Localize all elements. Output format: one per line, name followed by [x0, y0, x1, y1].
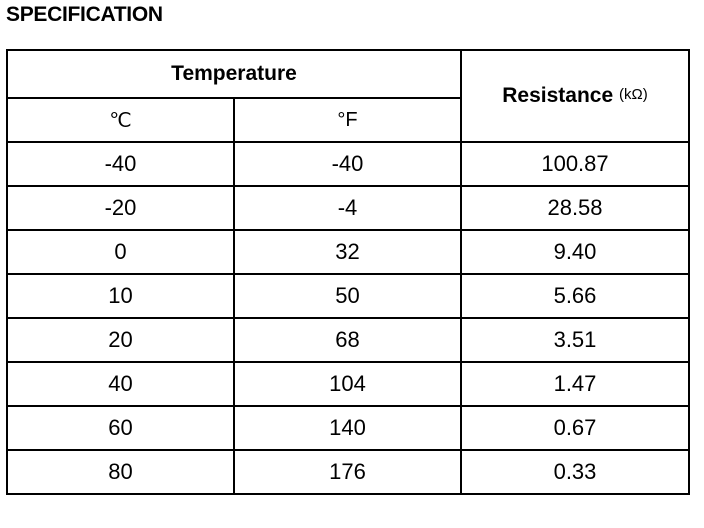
resistance-cell: 0.33 [460, 449, 690, 495]
resistance-cell: 9.40 [460, 229, 690, 275]
celsius-cell: -20 [6, 185, 235, 231]
celsius-header: ℃ [6, 97, 235, 143]
fahrenheit-cell: 176 [233, 449, 462, 495]
table-row: -20 -4 28.58 [6, 185, 690, 231]
fahrenheit-cell: 50 [233, 273, 462, 319]
table-row: 0 32 9.40 [6, 229, 690, 275]
fahrenheit-cell: 140 [233, 405, 462, 451]
resistance-label: Resistance [502, 84, 614, 107]
fahrenheit-cell: 104 [233, 361, 462, 407]
resistance-cell: 1.47 [460, 361, 690, 407]
resistance-cell: 0.67 [460, 405, 690, 451]
celsius-cell: 80 [6, 449, 235, 495]
fahrenheit-header: °F [233, 97, 462, 143]
resistance-cell: 3.51 [460, 317, 690, 363]
table-row: 60 140 0.67 [6, 405, 690, 451]
celsius-cell: 40 [6, 361, 235, 407]
resistance-cell: 5.66 [460, 273, 690, 319]
celsius-cell: -40 [6, 141, 235, 187]
table-row: 10 50 5.66 [6, 273, 690, 319]
celsius-cell: 0 [6, 229, 235, 275]
resistance-header: Resistance (kΩ) [460, 49, 690, 143]
table-row: 20 68 3.51 [6, 317, 690, 363]
resistance-cell: 100.87 [460, 141, 690, 187]
header-row: Temperature Resistance (kΩ) [6, 49, 690, 143]
celsius-cell: 60 [6, 405, 235, 451]
specification-table: Temperature Resistance (kΩ) ℃ °F -40 -40… [6, 49, 690, 495]
table-row: 40 104 1.47 [6, 361, 690, 407]
resistance-cell: 28.58 [460, 185, 690, 231]
table-row: -40 -40 100.87 [6, 141, 690, 187]
celsius-cell: 20 [6, 317, 235, 363]
unit-header-row: ℃ °F [6, 97, 689, 143]
fahrenheit-cell: 32 [233, 229, 462, 275]
fahrenheit-cell: 68 [233, 317, 462, 363]
celsius-cell: 10 [6, 273, 235, 319]
page-title: SPECIFICATION [6, 3, 163, 26]
resistance-unit: (kΩ) [619, 86, 648, 103]
temperature-header: Temperature [6, 49, 462, 99]
fahrenheit-cell: -4 [233, 185, 462, 231]
fahrenheit-cell: -40 [233, 141, 462, 187]
table-row: 80 176 0.33 [6, 449, 690, 495]
